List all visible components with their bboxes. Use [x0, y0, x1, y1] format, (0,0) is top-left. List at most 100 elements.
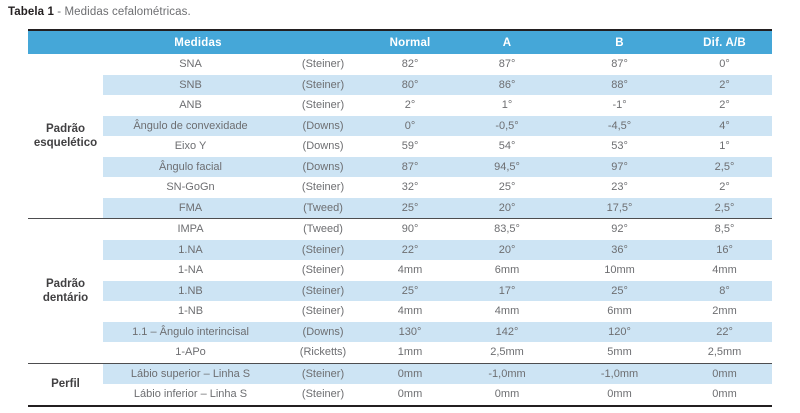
header-medidas: Medidas [28, 29, 369, 54]
value-b-cell: -1,0mm [562, 362, 678, 384]
group-label: Padrão esquelético [28, 54, 103, 219]
value-a-cell: 87° [498, 58, 516, 70]
method-cell: (Downs) [278, 115, 369, 136]
value-b-cell: 25° [562, 280, 678, 301]
value-a-cell: 94,5° [452, 156, 563, 177]
method-cell: (Steiner) [301, 58, 345, 70]
value-dif-ab-cell: 0mm [677, 362, 773, 384]
value-dif-ab-cell: 4° [677, 115, 773, 136]
table-row: ANB (Steiner) 2° 1° -1° 2° [28, 95, 772, 116]
value-dif-ab-cell: 8° [677, 280, 773, 301]
value-a-cell: 1° [501, 99, 513, 111]
value-normal-cell: 4mm [397, 264, 423, 276]
header-normal: Normal [368, 29, 453, 54]
value-a-cell: 83,5° [452, 218, 563, 240]
header-row: Medidas Normal A B Dif. A/B [28, 29, 773, 54]
table-row: Ângulo de convexidade (Downs) 0° -0,5° -4,5°… [28, 115, 773, 136]
value-a-cell: -1,0mm [452, 362, 563, 384]
table-row: 1.NA (Steiner) 22° 20° 36° 16° [28, 239, 773, 260]
measure-name-cell: 1-NB [177, 305, 204, 317]
value-b-cell: -1° [612, 99, 627, 111]
value-normal-cell: 59° [401, 140, 419, 152]
measure-name-cell: ANB [179, 99, 202, 111]
measure-name-cell: Lábio inferior – Linha S [133, 388, 248, 400]
value-dif-ab-cell: 1° [719, 140, 730, 152]
method-cell: (Tweed) [278, 197, 369, 219]
value-a-cell: 6mm [494, 264, 520, 276]
value-dif-ab-cell: 0° [719, 58, 730, 70]
value-b-cell: 88° [562, 74, 678, 95]
measure-name-cell: 1-NA [177, 264, 204, 276]
value-normal-cell: 0° [368, 115, 453, 136]
table-row: 1-NA (Steiner) 4mm 6mm 10mm 4mm [28, 260, 772, 281]
value-b-cell: 17,5° [562, 197, 678, 219]
measure-name-cell: Ângulo facial [103, 156, 278, 177]
value-dif-ab-cell: 2° [719, 99, 730, 111]
table-caption-text: - Medidas cefalométricas. [57, 6, 191, 18]
measure-name-cell: 1.NB [103, 280, 278, 301]
value-b-cell: -4,5° [562, 115, 678, 136]
value-dif-ab-cell: 8,5° [677, 218, 773, 240]
method-cell: (Steiner) [278, 74, 369, 95]
method-cell: (Downs) [302, 140, 344, 152]
method-cell: (Steiner) [301, 181, 345, 193]
value-b-cell: 36° [562, 239, 678, 260]
table-row: SNB (Steiner) 80° 86° 88° 2° [28, 74, 773, 95]
value-a-cell: 20° [452, 239, 563, 260]
table-body: Padrão esquelético SNA (Steiner) 82° 87° 87° 0… [28, 54, 773, 406]
header-a: A [452, 29, 563, 54]
value-dif-ab-cell: 2° [719, 181, 730, 193]
value-normal-cell: 90° [368, 218, 453, 240]
value-dif-ab-cell: 2,5mm [707, 346, 742, 358]
value-dif-ab-cell: 16° [677, 239, 773, 260]
table-row: Padrão esquelético SNA (Steiner) 82° 87° 87° 0… [28, 54, 772, 219]
value-a-cell: 0mm [494, 388, 520, 400]
value-normal-cell: 32° [401, 181, 419, 193]
value-b-cell: 53° [611, 140, 628, 152]
table-row: Lábio inferior – Linha S (Steiner) 0mm 0mm 0… [28, 384, 772, 406]
method-cell: (Steiner) [278, 362, 369, 384]
value-normal-cell: 130° [368, 321, 453, 342]
value-b-cell: 10mm [604, 264, 635, 276]
measure-name-cell: IMPA [103, 218, 278, 240]
header-b: B [562, 29, 678, 54]
value-normal-cell: 25° [368, 280, 453, 301]
method-cell: (Downs) [278, 156, 369, 177]
value-b-cell: 6mm [607, 305, 632, 317]
value-a-cell: 25° [498, 181, 516, 193]
method-cell: (Steiner) [301, 305, 345, 317]
value-b-cell: 92° [562, 218, 678, 240]
value-a-cell: 54° [498, 140, 516, 152]
value-dif-ab-cell: 2,5° [677, 156, 773, 177]
value-a-cell: 4mm [494, 305, 520, 317]
table-row: SN-GoGn (Steiner) 32° 25° 23° 2° [28, 177, 772, 198]
value-b-cell: 5mm [607, 346, 632, 358]
value-dif-ab-cell: 2mm [712, 305, 737, 317]
value-normal-cell: 25° [368, 197, 453, 219]
table-row: 1-APo (Ricketts) 1mm 2,5mm 5mm 2,5mm [28, 342, 772, 363]
value-normal-cell: 22° [368, 239, 453, 260]
value-normal-cell: 80° [368, 74, 453, 95]
cephalometric-table-wrap: Medidas Normal A B Dif. A/B Padrão esque… [28, 29, 773, 407]
table-row: FMA (Tweed) 25° 20° 17,5° 2,5° [28, 197, 773, 219]
value-a-cell: -0,5° [452, 115, 563, 136]
value-b-cell: 23° [611, 181, 628, 193]
value-normal-cell: 82° [401, 58, 419, 70]
method-cell: (Ricketts) [299, 346, 347, 358]
value-dif-ab-cell: 0mm [712, 388, 737, 400]
method-cell: (Steiner) [301, 388, 345, 400]
method-cell: (Steiner) [301, 264, 345, 276]
measure-name-cell: Ângulo de convexidade [103, 115, 278, 136]
value-b-cell: 97° [562, 156, 678, 177]
value-normal-cell: 4mm [397, 305, 423, 317]
cephalometric-table: Medidas Normal A B Dif. A/B Padrão esque… [28, 29, 773, 407]
value-a-cell: 142° [452, 321, 563, 342]
measure-name-cell: Eixo Y [174, 140, 207, 152]
measure-name-cell: SNB [103, 74, 278, 95]
value-a-cell: 86° [452, 74, 563, 95]
value-b-cell: 87° [611, 58, 628, 70]
table-row: 1.NB (Steiner) 25° 17° 25° 8° [28, 280, 773, 301]
group-label: Perfil [28, 362, 103, 406]
value-b-cell: 120° [562, 321, 678, 342]
table-caption: Tabela 1 - Medidas cefalométricas. [8, 6, 191, 18]
